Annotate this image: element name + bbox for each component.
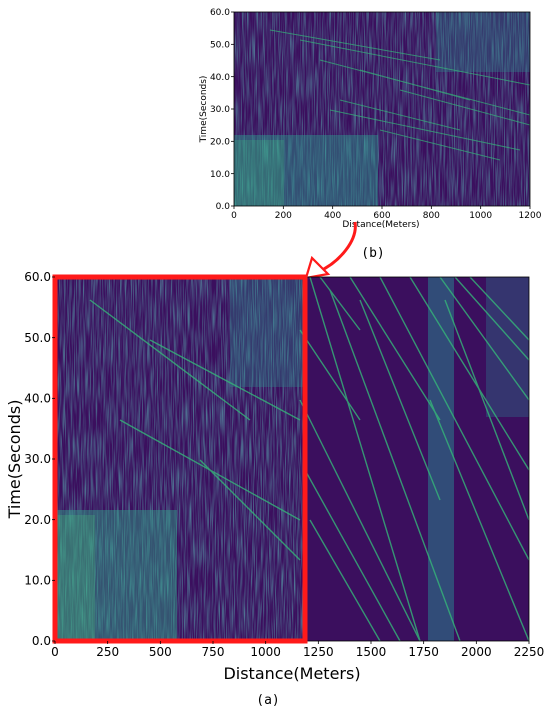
trace-line [349,277,441,421]
xtick-label-a: 2000 [461,645,492,659]
xtick-label-b: 600 [373,211,390,221]
caption-a: (a) [256,693,279,708]
trace-line [309,519,381,641]
trace-line [379,277,529,561]
xtick-label-b: 400 [324,211,341,221]
trace-line [329,109,521,151]
ytick-label-a: 50.0 [24,331,51,345]
xtick-label-a: 1000 [250,645,281,659]
xtick-label-a: 2250 [514,645,545,659]
trace-line [329,289,461,641]
ytick-label-a: 60.0 [24,270,51,284]
trace-line [304,469,401,641]
xtick-label-b: 200 [275,211,292,221]
heatmap-a [55,277,529,641]
trace-line [269,29,441,61]
trace-line [379,129,501,161]
xtick-label-a: 1500 [356,645,387,659]
caption-b: (b) [361,246,384,261]
panel-b: 0 200 400 600 800 1000 1200 0.0 10.0 20.0 30.0 40.0… [199,8,542,261]
xtick-label-b: 800 [423,211,440,221]
ytick-label-a: 40.0 [24,392,51,406]
ylabel-b: Time(Seconds) [199,76,209,144]
xlabel-a: Distance(Meters) [223,664,360,683]
trace-line [299,399,421,641]
heatmap-b [234,12,530,206]
xtick-label-a: 1750 [408,645,439,659]
ytick-label-b: 10.0 [210,170,230,180]
ytick-label-b: 30.0 [210,105,230,115]
trace-line [319,277,361,331]
trace-line [439,277,529,401]
trace-line [89,299,251,421]
trace-line [409,277,529,471]
ytick-label-b: 0.0 [216,202,231,212]
ytick-label-a: 10.0 [24,574,51,588]
ytick-label-b: 40.0 [210,73,230,83]
ytick-label-a: 20.0 [24,513,51,527]
ytick-label-b: 20.0 [210,137,230,147]
xlabel-b: Distance(Meters) [342,220,419,230]
xtick-label-a: 1250 [303,645,334,659]
trace-line [149,339,301,421]
ytick-label-b: 50.0 [210,40,230,50]
xtick-label-a: 500 [149,645,172,659]
panel-a: 0 250 500 750 1000 1250 1500 1750 2000 2250 0.0 10.… [5,270,544,708]
trace-line [359,69,471,101]
xtick-label-b: 1000 [469,211,492,221]
trace-line [299,39,530,86]
xtick-label-a: 750 [202,645,225,659]
trace-line [299,329,361,421]
ytick-label-a: 0.0 [32,634,51,648]
arrow-head [304,255,331,280]
ytick-label-a: 30.0 [24,452,51,466]
xtick-label-b: 0 [231,211,237,221]
trace-line [339,99,461,131]
trace-line [359,299,441,501]
xtick-label-b: 1200 [519,211,542,221]
ytick-label-b: 60.0 [210,8,230,18]
trace-line [444,299,529,521]
trace-line [454,277,529,361]
xtick-label-a: 250 [96,645,119,659]
trace-line [199,459,301,561]
trace-line [309,277,421,641]
trace-line [429,399,529,641]
ylabel-a: Time(Seconds) [5,400,24,520]
trace-line [399,89,530,126]
trace-line [469,277,529,341]
xtick-label-a: 0 [51,645,59,659]
